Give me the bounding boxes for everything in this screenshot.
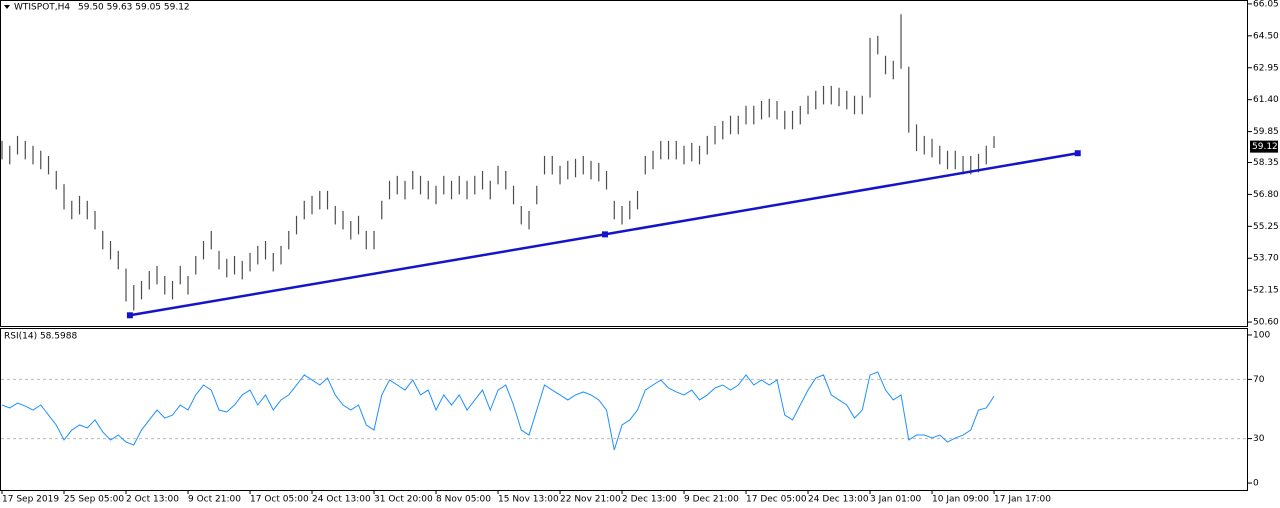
y-tick-label: 59.85	[1253, 127, 1279, 137]
y-tick-label: 58.35	[1253, 158, 1279, 168]
y-tick-label: 52.15	[1253, 286, 1279, 296]
x-tick-label: 3 Jan 01:00	[870, 495, 922, 505]
price-pane	[0, 0, 1248, 327]
trendline-anchor	[1074, 150, 1081, 157]
x-tick-label: 24 Dec 13:00	[808, 495, 869, 505]
last-price-box	[1250, 140, 1278, 153]
symbol-title: WTISPOT,H4	[14, 3, 70, 13]
x-tick-label: 9 Oct 21:00	[188, 495, 241, 505]
y-tick-label: 53.70	[1253, 254, 1279, 264]
rsi-line	[1, 371, 995, 451]
x-tick-label: 17 Sep 2019	[2, 495, 59, 505]
y-tick-label: 100	[1253, 330, 1270, 340]
y-tick-label: 62.95	[1253, 63, 1279, 73]
rsi-title: RSI(14) 58.5988	[4, 332, 77, 342]
x-tick-label: 17 Jan 17:00	[994, 495, 1051, 505]
y-tick-label: 55.25	[1253, 222, 1279, 232]
x-tick-label: 2 Oct 13:00	[126, 495, 179, 505]
y-tick-label: 56.80	[1253, 190, 1279, 200]
rsi-pane	[0, 328, 1248, 491]
ohlc-header: 59.50 59.63 59.05 59.12	[78, 3, 190, 13]
x-tick-label: 24 Oct 13:00	[312, 495, 371, 505]
y-tick-label: 66.05	[1253, 0, 1279, 9]
x-tick-label: 17 Dec 05:00	[746, 495, 807, 505]
trendline-anchor	[601, 231, 608, 238]
x-tick-label: 17 Oct 05:00	[250, 495, 309, 505]
y-tick-label: 64.50	[1253, 31, 1279, 41]
x-tick-label: 31 Oct 20:00	[374, 495, 433, 505]
x-tick-label: 15 Nov 13:00	[498, 495, 559, 505]
y-tick-label: 61.40	[1253, 95, 1279, 105]
last-price-label: 59.12	[1252, 142, 1278, 152]
y-tick-label: 30	[1253, 434, 1265, 444]
x-tick-label: 9 Dec 21:00	[684, 495, 739, 505]
x-tick-label: 2 Dec 13:00	[622, 495, 677, 505]
y-tick-label: 70	[1253, 375, 1265, 385]
y-tick-label: 0	[1253, 479, 1259, 489]
x-tick-label: 22 Nov 21:00	[560, 495, 621, 505]
x-tick-label: 8 Nov 05:00	[436, 495, 491, 505]
trendline-anchor	[126, 312, 133, 319]
y-tick-label: 50.60	[1253, 318, 1279, 328]
menu-arrow[interactable]	[4, 5, 10, 9]
x-tick-label: 10 Jan 09:00	[932, 495, 989, 505]
x-tick-label: 25 Sep 05:00	[64, 495, 124, 505]
